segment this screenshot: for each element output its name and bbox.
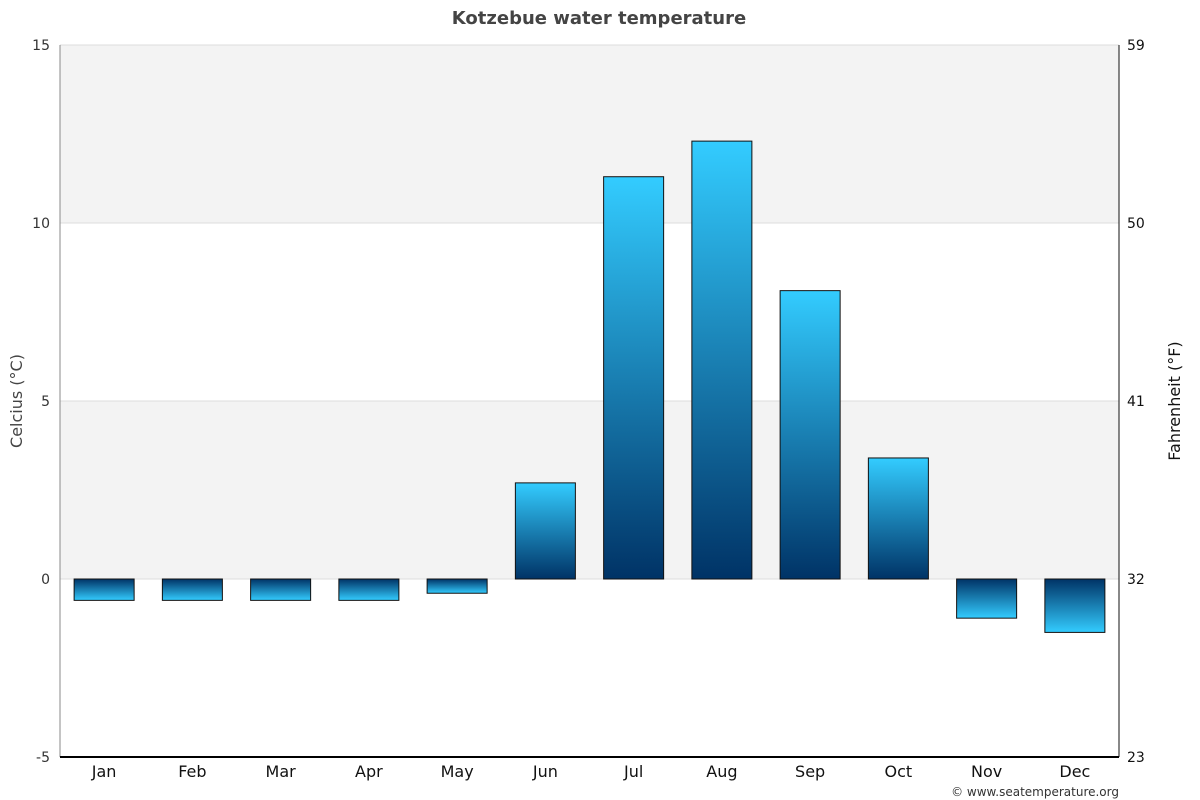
y-tick-label-right: 41: [1127, 394, 1145, 410]
y-tick-label-left: 15: [32, 38, 50, 54]
category-labels: Jan Feb Mar Apr May Jun Jul Aug Sep Oct Nov Dec: [91, 762, 1091, 781]
x-tick-label: Jan: [91, 762, 117, 781]
bar-sep: [779, 290, 841, 580]
bar-jan: [73, 578, 135, 601]
y-tick-label-left: 10: [32, 216, 50, 232]
background-band: [60, 45, 1119, 223]
bar-nov: [956, 578, 1018, 619]
left-tick-labels: -5 0 5 10 15: [32, 38, 50, 766]
y-tick-label-right: 50: [1127, 216, 1145, 232]
y-tick-label-left: 5: [41, 394, 50, 410]
x-tick-label: Jul: [623, 762, 643, 781]
x-tick-label: May: [441, 762, 474, 781]
bar-jun: [514, 482, 576, 580]
x-tick-label: Sep: [795, 762, 825, 781]
bars: [73, 140, 1106, 633]
x-tick-label: Apr: [355, 762, 383, 781]
y-tick-label-left: 0: [41, 572, 50, 588]
bar-aug: [691, 140, 753, 580]
y-tick-label-right: 59: [1127, 38, 1145, 54]
x-tick-label: Dec: [1059, 762, 1090, 781]
x-tick-label: Oct: [885, 762, 913, 781]
x-tick-label: Mar: [266, 762, 297, 781]
y-tick-label-left: -5: [36, 750, 50, 766]
y-axis-title-right: Fahrenheit (°F): [1165, 341, 1184, 460]
x-tick-label: Jun: [532, 762, 558, 781]
gridlines: [60, 44, 1119, 580]
x-tick-label: Nov: [971, 762, 1002, 781]
bar-feb: [161, 578, 223, 601]
x-tick-label: Feb: [178, 762, 206, 781]
bar-oct: [867, 457, 929, 580]
credit-text: © www.seatemperature.org: [951, 785, 1119, 799]
y-axis-title-left: Celcius (°C): [7, 354, 26, 448]
bar-mar: [250, 578, 312, 601]
background-band: [60, 401, 1119, 579]
chart-title: Kotzebue water temperature: [452, 8, 746, 29]
y-tick-label-right: 32: [1127, 572, 1145, 588]
bar-apr: [338, 578, 400, 601]
bar-may: [426, 578, 488, 594]
bar-dec: [1044, 578, 1106, 633]
bar-jul: [603, 176, 665, 580]
x-tick-label: Aug: [706, 762, 737, 781]
background-bands: [60, 45, 1119, 579]
y-tick-label-right: 23: [1127, 750, 1145, 766]
right-tick-labels: 23 32 41 50 59: [1127, 38, 1145, 766]
